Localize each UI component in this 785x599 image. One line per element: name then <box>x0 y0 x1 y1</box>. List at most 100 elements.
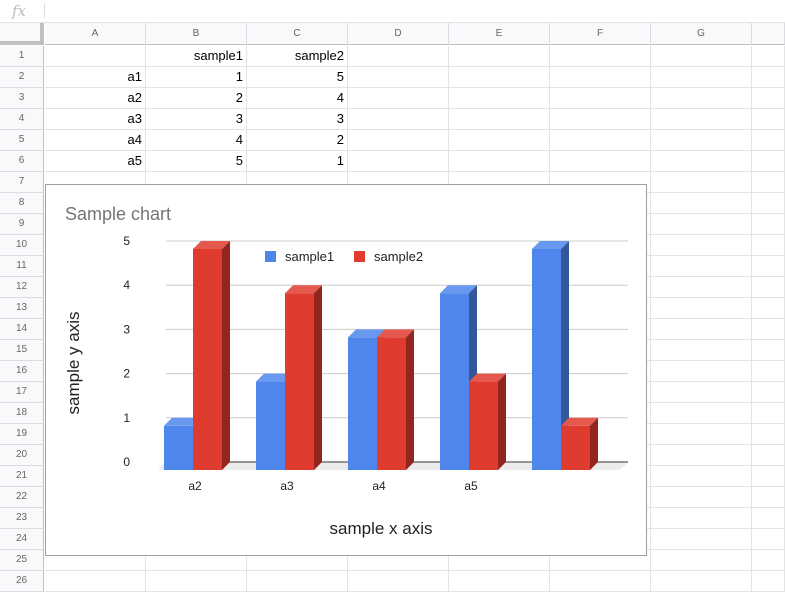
cell-h8[interactable] <box>752 193 785 214</box>
column-header-d[interactable]: D <box>348 23 449 45</box>
row-header-16[interactable]: 16 <box>0 361 44 382</box>
cell-g5[interactable] <box>651 130 752 151</box>
row-header-21[interactable]: 21 <box>0 466 44 487</box>
cell-b3[interactable]: 2 <box>146 88 247 109</box>
cell-e1[interactable] <box>449 46 550 67</box>
cell-g12[interactable] <box>651 277 752 298</box>
cell-g13[interactable] <box>651 298 752 319</box>
cell-d4[interactable] <box>348 109 449 130</box>
cell-d25[interactable] <box>348 550 449 571</box>
row-header-9[interactable]: 9 <box>0 214 44 235</box>
cell-a4[interactable]: a3 <box>45 109 146 130</box>
cell-a25[interactable] <box>45 550 146 571</box>
cell-b2[interactable]: 1 <box>146 67 247 88</box>
cell-a1[interactable] <box>45 46 146 67</box>
cell-a2[interactable]: a1 <box>45 67 146 88</box>
cell-d1[interactable] <box>348 46 449 67</box>
cell-c5[interactable]: 2 <box>247 130 348 151</box>
row-header-26[interactable]: 26 <box>0 571 44 592</box>
column-header-f[interactable]: F <box>550 23 651 45</box>
cell-g7[interactable] <box>651 172 752 193</box>
cell-h20[interactable] <box>752 445 785 466</box>
column-header-a[interactable]: A <box>45 23 146 45</box>
cell-g6[interactable] <box>651 151 752 172</box>
cell-b6[interactable]: 5 <box>146 151 247 172</box>
cell-a3[interactable]: a2 <box>45 88 146 109</box>
row-header-19[interactable]: 19 <box>0 424 44 445</box>
cell-h3[interactable] <box>752 88 785 109</box>
cell-f4[interactable] <box>550 109 651 130</box>
cell-b5[interactable]: 4 <box>146 130 247 151</box>
cell-h18[interactable] <box>752 403 785 424</box>
cell-c4[interactable]: 3 <box>247 109 348 130</box>
cell-c26[interactable] <box>247 571 348 592</box>
cell-e2[interactable] <box>449 67 550 88</box>
cell-h5[interactable] <box>752 130 785 151</box>
cell-h19[interactable] <box>752 424 785 445</box>
cell-g21[interactable] <box>651 466 752 487</box>
embedded-chart[interactable]: Sample chart 0 1 2 3 4 5 a2 a3 a4 a5 sample1 sample2… <box>45 184 647 556</box>
cell-e4[interactable] <box>449 109 550 130</box>
row-header-11[interactable]: 11 <box>0 256 44 277</box>
cell-h13[interactable] <box>752 298 785 319</box>
row-header-24[interactable]: 24 <box>0 529 44 550</box>
cell-h15[interactable] <box>752 340 785 361</box>
row-header-17[interactable]: 17 <box>0 382 44 403</box>
cell-g24[interactable] <box>651 529 752 550</box>
cell-g14[interactable] <box>651 319 752 340</box>
cell-g16[interactable] <box>651 361 752 382</box>
cell-d2[interactable] <box>348 67 449 88</box>
cell-h4[interactable] <box>752 109 785 130</box>
cell-h14[interactable] <box>752 319 785 340</box>
cell-g25[interactable] <box>651 550 752 571</box>
select-all-corner[interactable] <box>0 23 44 45</box>
row-header-5[interactable]: 5 <box>0 130 44 151</box>
cell-h21[interactable] <box>752 466 785 487</box>
cell-g26[interactable] <box>651 571 752 592</box>
cell-h17[interactable] <box>752 382 785 403</box>
cell-g19[interactable] <box>651 424 752 445</box>
cell-g15[interactable] <box>651 340 752 361</box>
cell-g23[interactable] <box>651 508 752 529</box>
cell-f25[interactable] <box>550 550 651 571</box>
cell-c3[interactable]: 4 <box>247 88 348 109</box>
row-header-15[interactable]: 15 <box>0 340 44 361</box>
cell-f5[interactable] <box>550 130 651 151</box>
cell-c25[interactable] <box>247 550 348 571</box>
cell-h25[interactable] <box>752 550 785 571</box>
cell-c1[interactable]: sample2 <box>247 46 348 67</box>
cell-e25[interactable] <box>449 550 550 571</box>
cell-d5[interactable] <box>348 130 449 151</box>
cell-d3[interactable] <box>348 88 449 109</box>
row-header-22[interactable]: 22 <box>0 487 44 508</box>
row-header-13[interactable]: 13 <box>0 298 44 319</box>
row-header-10[interactable]: 10 <box>0 235 44 256</box>
row-header-7[interactable]: 7 <box>0 172 44 193</box>
cell-h6[interactable] <box>752 151 785 172</box>
column-header-c[interactable]: C <box>247 23 348 45</box>
cell-g1[interactable] <box>651 46 752 67</box>
cell-e6[interactable] <box>449 151 550 172</box>
cell-h23[interactable] <box>752 508 785 529</box>
cell-h1[interactable] <box>752 46 785 67</box>
formula-bar[interactable]: fx <box>0 0 785 23</box>
row-header-25[interactable]: 25 <box>0 550 44 571</box>
cell-g9[interactable] <box>651 214 752 235</box>
cell-h2[interactable] <box>752 67 785 88</box>
cell-e3[interactable] <box>449 88 550 109</box>
row-header-6[interactable]: 6 <box>0 151 44 172</box>
column-header-e[interactable]: E <box>449 23 550 45</box>
row-header-1[interactable]: 1 <box>0 46 44 67</box>
cell-h16[interactable] <box>752 361 785 382</box>
cell-h9[interactable] <box>752 214 785 235</box>
cell-g10[interactable] <box>651 235 752 256</box>
cell-b1[interactable]: sample1 <box>146 46 247 67</box>
cell-g11[interactable] <box>651 256 752 277</box>
row-header-18[interactable]: 18 <box>0 403 44 424</box>
cell-h24[interactable] <box>752 529 785 550</box>
row-header-4[interactable]: 4 <box>0 109 44 130</box>
cell-h7[interactable] <box>752 172 785 193</box>
cell-h12[interactable] <box>752 277 785 298</box>
cell-h10[interactable] <box>752 235 785 256</box>
cell-g22[interactable] <box>651 487 752 508</box>
